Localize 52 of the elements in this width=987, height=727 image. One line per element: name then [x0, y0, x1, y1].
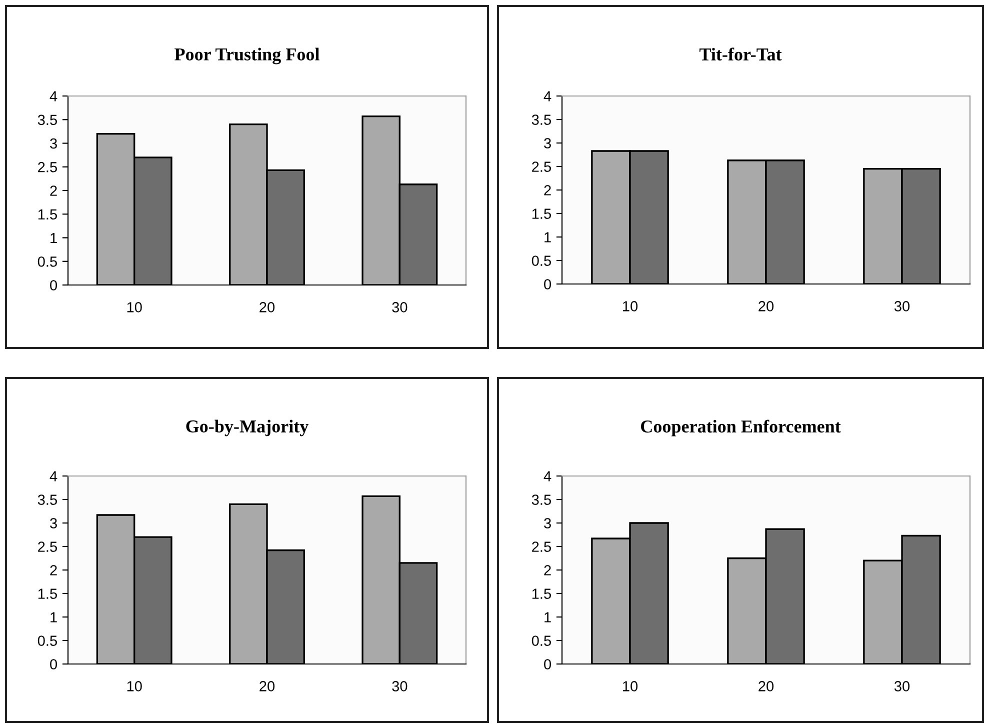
y-tick-label: 1.5	[38, 588, 57, 599]
y-tick-label: 3.5	[38, 114, 57, 126]
y-tick-label: 0	[50, 280, 58, 290]
y-tick-label: 1	[544, 232, 551, 242]
x-tick-label: 10	[127, 681, 142, 692]
x-tick-label: 20	[260, 302, 275, 312]
x-tick-label: 30	[894, 301, 910, 312]
x-tick-label: 20	[758, 681, 774, 692]
chart-title: Tit-for-Tat	[699, 48, 782, 61]
chart-title: Go-by-Majority	[186, 420, 308, 436]
x-tick-label: 10	[623, 681, 638, 692]
y-tick-label: 0.5	[38, 256, 57, 267]
y-tick-label: 3	[50, 518, 57, 528]
y-tick-label: 3.5	[532, 114, 551, 125]
y-tick-label: 2	[544, 185, 551, 196]
y-tick-label: 2	[544, 565, 551, 576]
y-tick-label: 0	[544, 659, 552, 670]
y-tick-label: 1	[50, 233, 57, 244]
x-tick-label: 20	[758, 301, 774, 312]
y-tick-label: 4	[544, 91, 552, 102]
y-tick-label: 2.5	[38, 162, 57, 172]
y-tick-label: 3	[544, 518, 551, 528]
y-tick-label: 4	[50, 471, 58, 482]
x-tick-label: 30	[894, 681, 910, 692]
y-tick-label: 1.5	[532, 208, 551, 219]
chart-title: Cooperation Enforcement	[641, 420, 841, 436]
y-tick-label: 1.5	[38, 209, 57, 220]
chart-title: Poor Trusting Fool	[174, 48, 320, 64]
x-tick-label: 30	[392, 302, 408, 312]
x-tick-label: 20	[260, 681, 275, 692]
y-tick-label: 0	[544, 279, 552, 290]
y-tick-label: 3.5	[38, 494, 57, 505]
y-tick-label: 2.5	[38, 542, 57, 552]
y-tick-label: 1.5	[532, 588, 551, 599]
y-tick-label: 3	[544, 138, 551, 148]
x-tick-label: 30	[392, 681, 408, 692]
y-tick-label: 0.5	[532, 636, 551, 646]
y-tick-label: 0.5	[38, 636, 57, 646]
y-tick-label: 0.5	[532, 256, 551, 266]
x-tick-label: 10	[623, 301, 638, 312]
y-tick-label: 2	[50, 186, 57, 196]
y-tick-label: 3.5	[532, 494, 551, 505]
y-tick-label: 2	[50, 565, 57, 576]
y-tick-label: 4	[544, 471, 552, 482]
y-tick-label: 0	[50, 659, 58, 670]
y-tick-label: 4	[50, 91, 58, 102]
y-tick-label: 1	[544, 612, 551, 622]
y-tick-label: 3	[50, 138, 57, 149]
y-tick-label: 2.5	[532, 542, 551, 552]
y-tick-label: 2.5	[532, 162, 551, 172]
x-tick-label: 10	[127, 302, 142, 312]
y-tick-label: 1	[50, 612, 57, 622]
